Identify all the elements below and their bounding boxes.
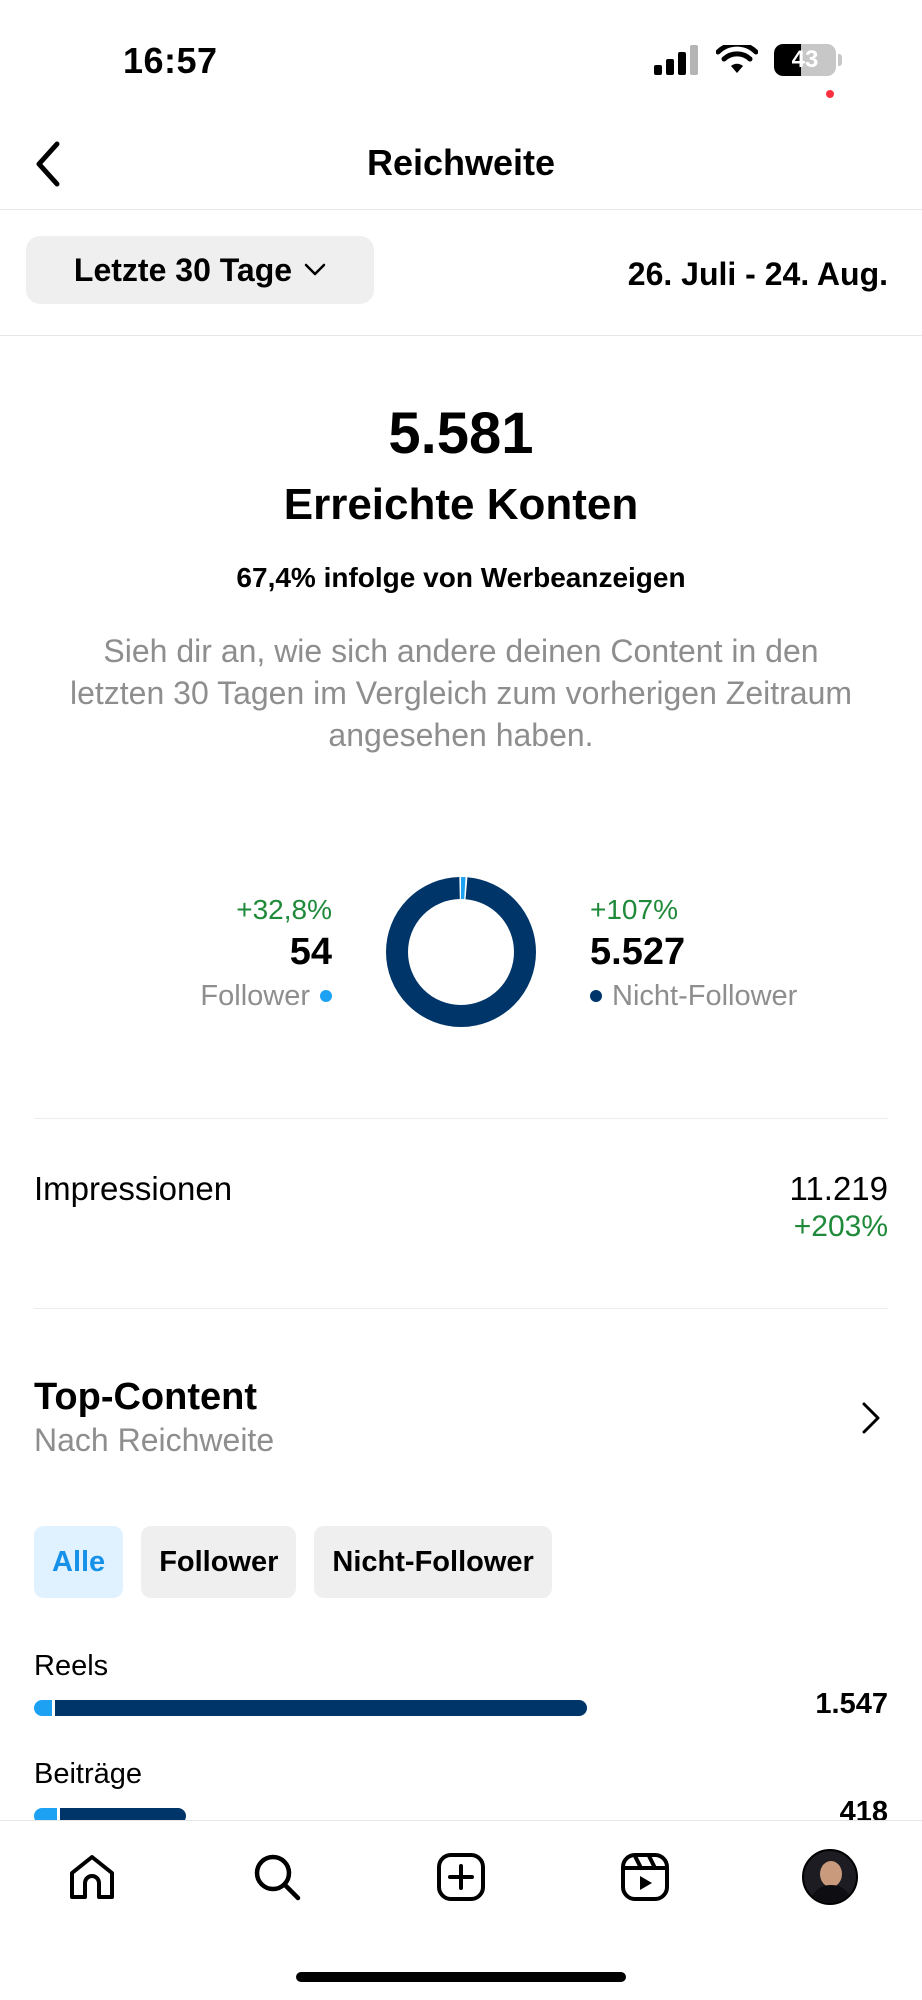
tab-reels[interactable] (613, 1845, 677, 1909)
reels-bar (34, 1700, 587, 1716)
tab-home[interactable] (60, 1845, 124, 1909)
followers-legend: Follower (200, 976, 332, 1016)
ads-share-text: 67,4% infolge von Werbeanzeigen (236, 562, 686, 593)
reels-label: Reels (34, 1650, 109, 1682)
bottom-tab-bar (0, 1820, 922, 2000)
accounts-reached-label: Erreichte Konten (283, 480, 639, 529)
filter-chip-all[interactable]: Alle (34, 1526, 124, 1598)
profile-notification-dot (826, 90, 834, 98)
filter-chip-non-followers[interactable]: Nicht-Follower (314, 1526, 552, 1598)
page-title: Reichweite (366, 142, 556, 183)
non-follower-dot-icon (590, 990, 602, 1002)
filter-chip-followers[interactable]: Follower (141, 1526, 297, 1598)
divider (34, 1308, 888, 1309)
donut-slice-non-followers (386, 877, 536, 1027)
tab-create[interactable] (429, 1845, 493, 1909)
wifi-icon (716, 45, 758, 73)
top-content-title: Top-Content (34, 1376, 257, 1418)
reels-followers-segment (34, 1700, 52, 1716)
status-bar: 16:57 43 (0, 0, 922, 120)
content-filter-chips: Alle Follower Nicht-Follower (34, 1526, 552, 1598)
non-followers-stat: +107% 5.527 Nicht-Follower (590, 892, 797, 1016)
battery-level: 43 (791, 46, 819, 73)
chevron-right-icon (862, 1402, 880, 1434)
date-range-row: Letzte 30 Tage 26. Juli - 24. Aug. (0, 210, 922, 336)
non-followers-value: 5.527 (590, 931, 686, 973)
chevron-left-icon (36, 141, 60, 187)
create-icon (437, 1853, 485, 1901)
reels-non-followers-segment (55, 1700, 587, 1716)
chevron-down-icon (304, 263, 326, 276)
non-followers-legend: Nicht-Follower (590, 976, 797, 1016)
followers-value: 54 (289, 931, 332, 973)
time-range-label: Letzte 30 Tage (73, 251, 293, 288)
followers-label: Follower (200, 980, 310, 1012)
non-followers-label: Nicht-Follower (612, 980, 798, 1012)
reels-value: 1.547 (815, 1688, 888, 1720)
home-indicator (296, 1972, 626, 1982)
impressions-label: Impressionen (34, 1170, 233, 1207)
non-followers-change: +107% (590, 894, 678, 925)
tab-profile[interactable] (798, 1845, 862, 1909)
reels-icon (621, 1853, 669, 1901)
status-icons: 43 (654, 44, 842, 76)
follower-dot-icon (320, 990, 332, 1002)
signal-icon (654, 45, 698, 75)
battery-cap (838, 54, 842, 66)
avatar-body (810, 1885, 852, 1903)
search-icon (254, 1854, 301, 1901)
followers-stat: +32,8% 54 Follower (200, 892, 332, 1016)
profile-avatar (802, 1849, 858, 1905)
battery-fill (774, 44, 801, 76)
reach-donut-chart (386, 877, 536, 1027)
accounts-reached-value: 5.581 (388, 401, 534, 466)
avatar-face (820, 1861, 842, 1887)
back-button[interactable] (22, 138, 74, 190)
divider (34, 1118, 888, 1119)
impressions-change: +203% (793, 1210, 888, 1243)
date-range-text: 26. Juli - 24. Aug. (627, 256, 888, 292)
summary-description: Sieh dir an, wie sich andere deinen Cont… (69, 633, 853, 753)
status-time: 16:57 (123, 40, 218, 81)
followers-change: +32,8% (236, 894, 332, 925)
posts-label: Beiträge (34, 1758, 143, 1790)
time-range-dropdown[interactable]: Letzte 30 Tage (26, 236, 374, 304)
header: Reichweite (0, 120, 922, 210)
top-content-open-button[interactable] (856, 1398, 886, 1438)
home-icon (70, 1855, 114, 1899)
tab-search[interactable] (245, 1845, 309, 1909)
top-content-subtitle: Nach Reichweite (34, 1422, 275, 1458)
impressions-value: 11.219 (789, 1170, 888, 1207)
donut-slice-followers (386, 877, 536, 1027)
battery-icon: 43 (774, 44, 836, 76)
